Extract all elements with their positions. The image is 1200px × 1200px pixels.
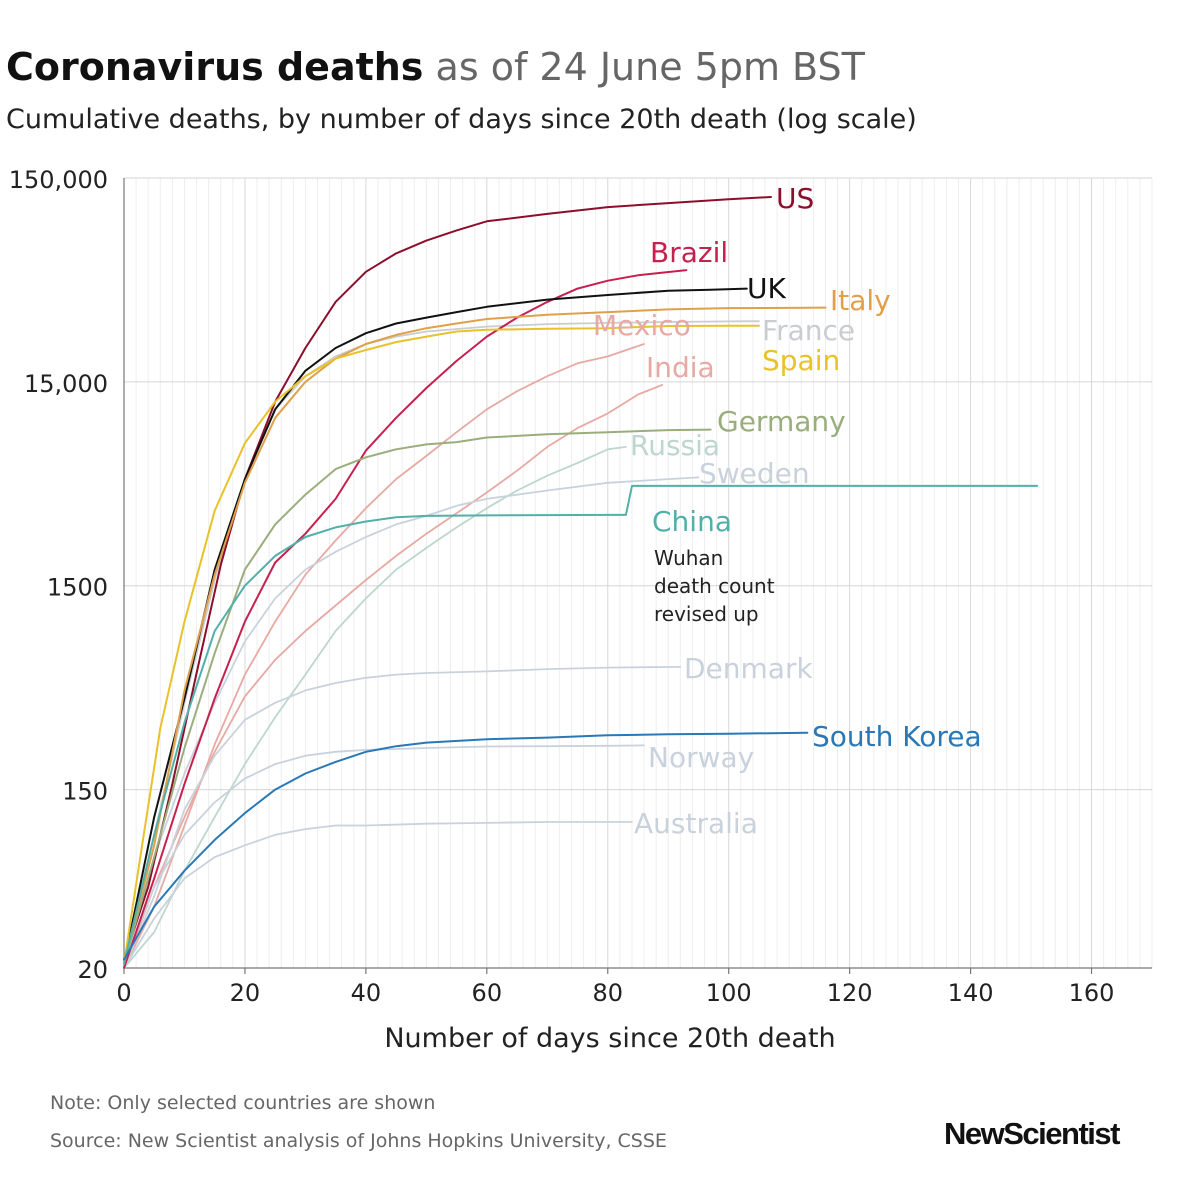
series-line-india <box>123 383 664 969</box>
x-tick-label: 60 <box>472 979 503 1007</box>
x-tick-label: 100 <box>706 979 752 1007</box>
title-date: as of 24 June 5pm BST <box>435 45 865 89</box>
series-line-mexico <box>123 343 645 969</box>
series-label-russia: Russia <box>630 429 720 462</box>
series-label-germany: Germany <box>717 405 846 438</box>
y-tick-label: 15,000 <box>24 370 108 398</box>
title-bold: Coronavirus deaths <box>6 45 424 89</box>
y-tick-label: 1500 <box>47 574 108 602</box>
series-label-denmark: Denmark <box>684 652 813 685</box>
x-tick-label: 20 <box>230 979 261 1007</box>
series-line-us <box>123 196 772 961</box>
annotation-line-3: revised up <box>654 602 759 626</box>
series-label-india: India <box>646 351 715 384</box>
series-label-australia: Australia <box>634 807 758 840</box>
x-tick-label: 0 <box>116 979 131 1007</box>
newscientist-logo: NewScientist <box>944 1116 1120 1151</box>
x-tick-label: 120 <box>827 979 873 1007</box>
series-line-sweden <box>123 476 700 969</box>
series-line-australia <box>123 821 633 969</box>
series-label-norway: Norway <box>648 741 754 774</box>
x-tick-label: 40 <box>351 979 382 1007</box>
series-label-spain: Spain <box>762 344 840 377</box>
series-line-italy <box>123 306 827 965</box>
chart-subtitle: Cumulative deaths, by number of days sin… <box>6 104 917 135</box>
china-annotation: Wuhan death count revised up <box>654 546 775 626</box>
line-chart: 20 150 1500 15,000 150,000 0 20 40 60 80 100 120 14… <box>9 166 1153 1054</box>
series-label-uk: UK <box>747 272 786 305</box>
chart-title: Coronavirus deaths as of 24 June 5pm BST <box>6 42 865 92</box>
series-label-china: China <box>652 505 732 538</box>
series-label-mexico: Mexico <box>593 309 691 342</box>
y-tick-label: 20 <box>77 956 108 984</box>
series-label-france: France <box>762 314 855 347</box>
series-line-denmark <box>123 666 682 969</box>
minor-gridlines <box>135 178 1153 968</box>
x-axis-ticks: 0 20 40 60 80 100 120 140 160 <box>116 968 1114 1007</box>
series-label-south-korea: South Korea <box>812 720 982 753</box>
series-line-brazil <box>123 269 688 969</box>
series-line-china <box>123 484 1039 965</box>
series-label-us: US <box>776 182 814 215</box>
major-gridlines <box>123 177 1152 969</box>
annotation-line-2: death count <box>654 574 775 598</box>
footnote: Note: Only selected countries are shown <box>50 1092 436 1114</box>
x-tick-label: 160 <box>1069 979 1115 1007</box>
series-line-norway <box>123 744 645 965</box>
series-label-sweden: Sweden <box>699 457 810 490</box>
x-tick-label: 80 <box>592 979 623 1007</box>
series-line-russia <box>123 445 627 969</box>
series-line-south-korea <box>123 731 809 961</box>
source-note: Source: New Scientist analysis of Johns … <box>50 1130 667 1152</box>
x-axis-label: Number of days since 20th death <box>384 1023 835 1054</box>
series-label-brazil: Brazil <box>650 236 728 269</box>
y-tick-label: 150 <box>62 778 108 806</box>
y-axis-ticks: 20 150 1500 15,000 150,000 <box>9 166 108 984</box>
series-line-spain <box>123 324 760 965</box>
annotation-line-1: Wuhan <box>654 546 723 570</box>
series-line-germany <box>123 428 712 965</box>
series-lines <box>123 196 1039 969</box>
y-tick-label: 150,000 <box>9 166 108 194</box>
x-tick-label: 140 <box>948 979 994 1007</box>
series-label-italy: Italy <box>830 284 891 317</box>
